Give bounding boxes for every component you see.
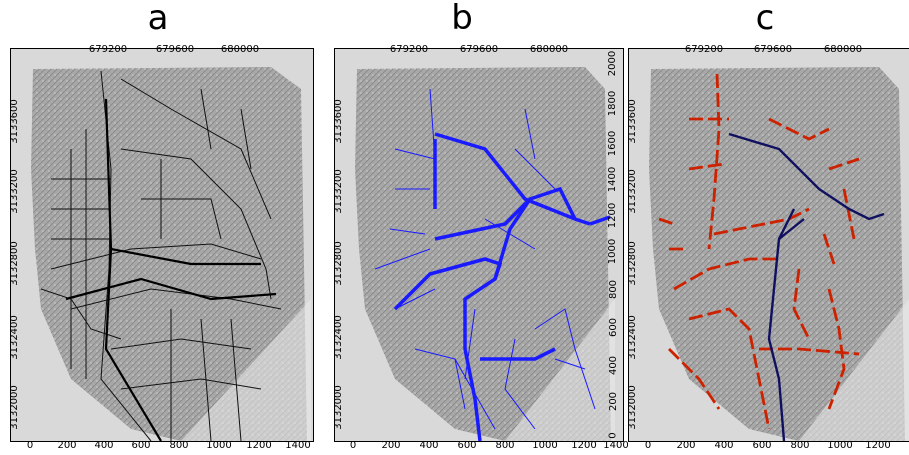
bottom-tick-0: 0 <box>26 440 34 451</box>
left-tick-a-3: 3132800 <box>8 241 20 286</box>
map-b-svg <box>335 49 623 441</box>
right-tick-b-800: 800 <box>608 279 620 300</box>
left-tick-c-3: 3132800 <box>626 241 638 286</box>
bottom-tick-c-1000: 1000 <box>827 440 853 451</box>
map-panel-b <box>334 48 624 442</box>
top-tick-c-1: 679200 <box>684 44 724 55</box>
bottom-tick-800: 800 <box>169 440 189 451</box>
parcel-lines <box>40 70 282 441</box>
right-tick-b-400: 400 <box>608 355 620 376</box>
bottom-tick-c-600: 600 <box>752 440 772 451</box>
bottom-tick-c-400: 400 <box>714 440 734 451</box>
left-tick-c-5: 3132000 <box>626 385 638 430</box>
bottom-tick-c-0: 0 <box>644 440 652 451</box>
panel-label-a: a <box>147 0 169 38</box>
bottom-tick-b-600: 600 <box>457 440 477 451</box>
right-tick-b-1200: 1200 <box>607 202 619 229</box>
top-tick-c-3: 680000 <box>823 44 863 55</box>
bottom-tick-1200: 1200 <box>246 440 272 451</box>
bottom-tick-b-800: 800 <box>495 440 515 451</box>
bottom-tick-400: 400 <box>94 440 114 451</box>
left-tick-b-3: 3132800 <box>332 241 344 286</box>
right-tick-b-600: 600 <box>608 317 620 338</box>
right-tick-b-0: 0 <box>607 432 619 439</box>
bottom-tick-b-400: 400 <box>419 440 439 451</box>
channel-segments-blue <box>728 132 885 441</box>
right-tick-b-2000: 2000 <box>607 50 619 77</box>
left-tick-b-1: 3133600 <box>332 99 344 144</box>
left-tick-a-2: 3133200 <box>8 169 20 214</box>
bottom-tick-1400: 1400 <box>285 440 311 451</box>
bottom-tick-c-800: 800 <box>790 440 810 451</box>
map-a-svg <box>11 49 313 441</box>
main-roads <box>65 98 277 441</box>
left-tick-b-5: 3132000 <box>332 385 344 430</box>
top-tick-a-1: 679200 <box>88 44 128 55</box>
left-tick-b-2: 3133200 <box>332 169 344 214</box>
top-tick-a-2: 679600 <box>155 44 195 55</box>
left-tick-c-1: 3133600 <box>626 99 638 144</box>
panel-label-c: c <box>755 0 775 38</box>
top-tick-c-2: 679600 <box>753 44 793 55</box>
right-tick-b-1600: 1600 <box>607 130 619 157</box>
map-panel-a <box>10 48 314 442</box>
right-tick-b-1800: 1800 <box>607 90 619 117</box>
bottom-tick-c-1200: 1200 <box>865 440 891 451</box>
channel-network-main <box>393 132 611 441</box>
left-tick-c-2: 3133200 <box>626 169 638 214</box>
map-c-svg <box>629 49 909 441</box>
bottom-tick-b-1200: 1200 <box>571 440 597 451</box>
left-tick-a-4: 3132400 <box>8 315 20 360</box>
top-tick-b-3: 680000 <box>529 44 569 55</box>
bottom-tick-200: 200 <box>57 440 77 451</box>
channel-segments-red <box>658 73 860 430</box>
bottom-tick-b-0: 0 <box>349 440 357 451</box>
top-tick-a-3: 680000 <box>220 44 260 55</box>
left-tick-b-4: 3132400 <box>332 315 344 360</box>
bottom-tick-b-200: 200 <box>381 440 401 451</box>
bottom-tick-b-1000: 1000 <box>532 440 558 451</box>
bottom-tick-1000: 1000 <box>206 440 232 451</box>
bottom-tick-b-1400: 1400 <box>603 440 629 451</box>
panel-label-b: b <box>451 0 473 38</box>
bottom-tick-c-200: 200 <box>676 440 696 451</box>
left-tick-a-1: 3133600 <box>8 99 20 144</box>
bottom-tick-600: 600 <box>131 440 151 451</box>
right-tick-b-200: 200 <box>608 391 620 412</box>
left-tick-a-5: 3132000 <box>8 385 20 430</box>
left-tick-c-4: 3132400 <box>626 315 638 360</box>
top-tick-b-2: 679600 <box>459 44 499 55</box>
top-tick-b-1: 679200 <box>389 44 429 55</box>
right-tick-b-1000: 1000 <box>607 238 619 265</box>
right-tick-b-1400: 1400 <box>607 166 619 193</box>
map-panel-c <box>628 48 909 442</box>
